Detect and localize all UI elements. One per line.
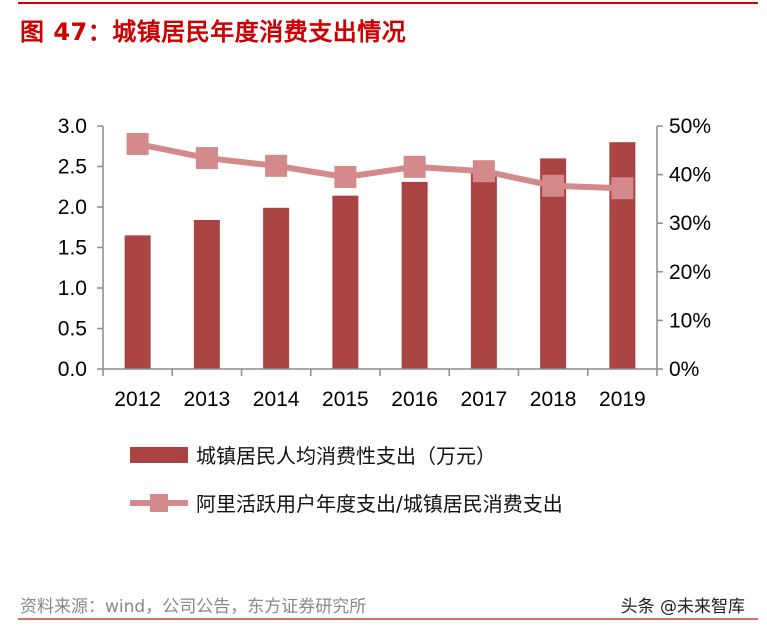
- left-tick-label: 1.0: [58, 277, 87, 300]
- right-tick-label: 0%: [669, 358, 699, 381]
- right-tick-label: 50%: [669, 115, 711, 138]
- marker-2015: [334, 166, 357, 189]
- bar-2016: [401, 181, 428, 369]
- bar-2015: [332, 195, 359, 369]
- x-tick-label: 2012: [114, 388, 161, 411]
- x-tick-label: 2016: [391, 388, 438, 411]
- bar-2019: [609, 142, 636, 369]
- x-tick-label: 2017: [461, 388, 508, 411]
- x-tick-label: 2013: [184, 388, 231, 411]
- marker-2018: [542, 174, 565, 197]
- x-tick-label: 2015: [322, 388, 369, 411]
- legend-label-line: 阿里活跃用户年度支出/城镇居民消费支出: [196, 492, 563, 516]
- x-tick-label: 2018: [530, 388, 577, 411]
- legend-item-line: 阿里活跃用户年度支出/城镇居民消费支出: [130, 488, 563, 517]
- bar-2012: [124, 235, 151, 369]
- left-tick-label: 1.5: [58, 237, 87, 260]
- left-tick-label: 2.0: [58, 196, 87, 219]
- left-tick-label: 2.5: [58, 156, 87, 179]
- marker-2017: [472, 160, 495, 183]
- right-tick-label: 30%: [669, 212, 711, 235]
- legend-swatch-bar: [130, 446, 188, 463]
- top-rule: [18, 2, 758, 4]
- bottom-rule: [18, 618, 758, 620]
- marker-2013: [195, 147, 218, 170]
- source-note: 资料来源：wind，公司公告，东方证券研究所: [20, 597, 367, 617]
- legend-item-bar: 城镇居民人均消费性支出（万元）: [130, 440, 496, 469]
- left-tick-label: 3.0: [58, 115, 87, 138]
- figure-title: 图 47：城镇居民年度消费支出情况: [20, 18, 407, 46]
- bar-2014: [263, 207, 290, 369]
- x-tick-label: 2014: [253, 388, 300, 411]
- ratio-line: [137, 141, 623, 192]
- marker-2014: [265, 154, 288, 177]
- marker-2019: [611, 177, 634, 200]
- marker-2016: [403, 155, 426, 178]
- x-tick-label: 2019: [599, 388, 646, 411]
- right-tick-label: 10%: [669, 309, 711, 332]
- left-tick-label: 0.0: [58, 358, 87, 381]
- legend-label-bar: 城镇居民人均消费性支出（万元）: [196, 444, 496, 468]
- bar-2017: [470, 171, 497, 369]
- right-tick-label: 20%: [669, 261, 711, 284]
- bar-2013: [193, 219, 220, 369]
- left-tick-label: 0.5: [58, 318, 87, 341]
- marker-2012: [126, 132, 149, 155]
- watermark: 头条 @未来智库: [620, 597, 745, 617]
- legend-swatch-line: [130, 493, 188, 512]
- right-tick-label: 40%: [669, 164, 711, 187]
